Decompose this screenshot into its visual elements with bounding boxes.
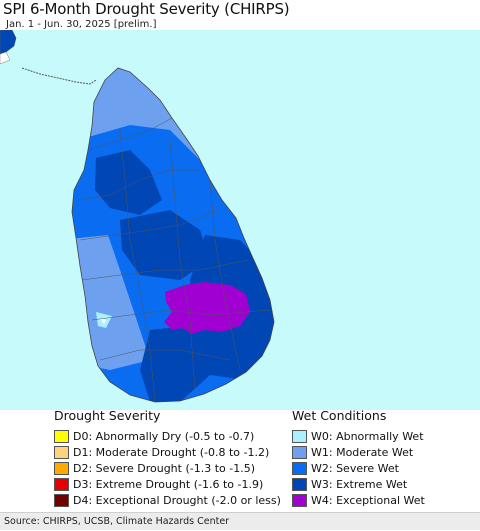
legend-swatch <box>54 429 69 443</box>
legend-item-d3: D3: Extreme Drought (-1.6 to -1.9) <box>54 476 281 492</box>
legend-swatch <box>54 493 69 507</box>
drought-map <box>0 30 480 410</box>
legend-swatch <box>292 477 307 491</box>
adams-bridge <box>21 67 97 85</box>
drought-legend-heading: Drought Severity <box>54 408 161 423</box>
legend-label: W3: Extreme Wet <box>311 477 408 491</box>
legend-label: D1: Moderate Drought (-0.8 to -1.2) <box>73 445 270 459</box>
extreme-wet-north-central <box>95 150 162 215</box>
legend-swatch <box>292 493 307 507</box>
legend-item-w2: W2: Severe Wet <box>292 460 425 476</box>
india-landmass <box>0 30 17 55</box>
legend-swatch <box>292 445 307 459</box>
drought-legend: Drought Severity D0: Abnormally Dry (-0.… <box>54 408 281 508</box>
legend-item-w3: W3: Extreme Wet <box>292 476 425 492</box>
legend-item-d2: D2: Severe Drought (-1.3 to -1.5) <box>54 460 281 476</box>
legend-swatch <box>54 445 69 459</box>
exceptional-wet-zone <box>164 282 250 334</box>
legend-label: W0: Abnormally Wet <box>311 429 424 443</box>
legend-label: W1: Moderate Wet <box>311 445 414 459</box>
legend-swatch <box>292 429 307 443</box>
legend-label: W4: Exceptional Wet <box>311 493 425 507</box>
legend-item-d0: D0: Abnormally Dry (-0.5 to -0.7) <box>54 428 281 444</box>
extreme-wet-central <box>120 210 210 280</box>
wet-legend: Wet Conditions W0: Abnormally Wet W1: Mo… <box>292 408 425 508</box>
legend-label: W2: Severe Wet <box>311 461 399 475</box>
legend-label: D0: Abnormally Dry (-0.5 to -0.7) <box>73 429 255 443</box>
legend-swatch <box>54 477 69 491</box>
legend-label: D2: Severe Drought (-1.3 to -1.5) <box>73 461 256 475</box>
legend-item-d4: D4: Exceptional Drought (-2.0 or less) <box>54 492 281 508</box>
wet-legend-heading: Wet Conditions <box>292 408 387 423</box>
legend-label: D4: Exceptional Drought (-2.0 or less) <box>73 493 281 507</box>
legend-label: D3: Extreme Drought (-1.6 to -1.9) <box>73 477 264 491</box>
legend-item-w1: W1: Moderate Wet <box>292 444 425 460</box>
legend-item-d1: D1: Moderate Drought (-0.8 to -1.2) <box>54 444 281 460</box>
legend-swatch <box>54 461 69 475</box>
legend-item-w4: W4: Exceptional Wet <box>292 492 425 508</box>
source-credit: Source: CHIRPS, UCSB, Climate Hazards Ce… <box>0 512 480 530</box>
legend-item-w0: W0: Abnormally Wet <box>292 428 425 444</box>
north-peninsula <box>96 70 150 120</box>
sri-lanka-coastline <box>71 67 275 403</box>
india-landmass-white <box>0 51 11 65</box>
map-subtitle: Jan. 1 - Jun. 30, 2025 [prelim.] <box>6 19 157 30</box>
map-title: SPI 6-Month Drought Severity (CHIRPS) <box>3 0 290 18</box>
white-patch-sw <box>100 318 106 324</box>
legend-swatch <box>292 461 307 475</box>
extreme-wet-south <box>140 325 210 402</box>
